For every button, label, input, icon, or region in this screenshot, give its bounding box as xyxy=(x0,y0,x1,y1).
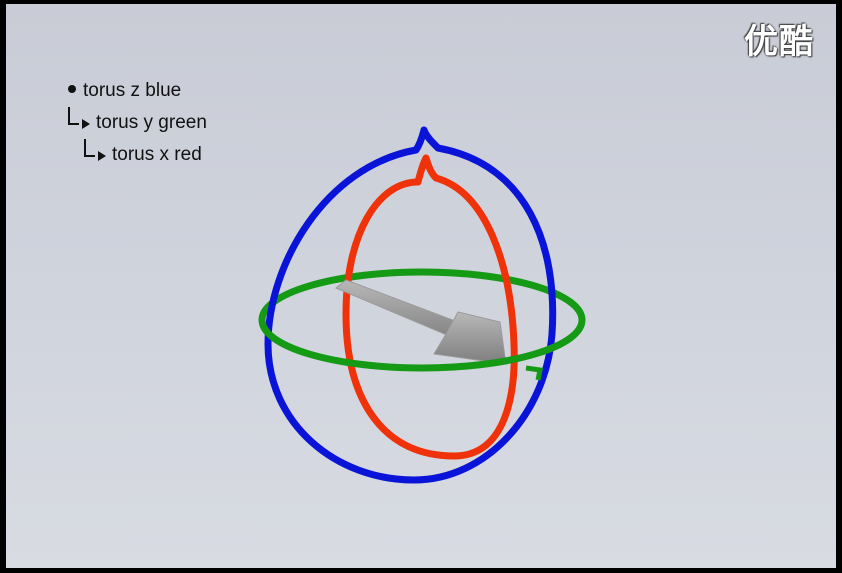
hierarchy-row-torus-x: torus x red xyxy=(68,138,207,174)
child-arrow-icon xyxy=(82,118,90,129)
arrow-head xyxy=(433,311,507,365)
torus-x-red xyxy=(342,154,518,460)
child-connector-icon xyxy=(68,106,79,125)
object-hierarchy: torus z blue torus y green torus x red xyxy=(68,78,207,174)
child-connector-icon xyxy=(84,138,95,157)
torus-y-green-front xyxy=(258,319,586,372)
youku-watermark-logo: 优酷 xyxy=(744,22,814,62)
hierarchy-row-torus-y: torus y green xyxy=(68,106,207,142)
root-bullet-icon xyxy=(68,84,76,93)
gimbal-scene xyxy=(258,126,586,484)
hierarchy-label-torus-z: torus z blue xyxy=(83,80,182,101)
torus-z-blue xyxy=(264,126,557,484)
grey-arrow-object xyxy=(335,279,507,365)
hierarchy-label-torus-x: torus x red xyxy=(112,144,202,165)
hierarchy-label-torus-y: torus y green xyxy=(96,112,207,133)
hierarchy-row-torus-z: torus z blue xyxy=(68,78,207,110)
torus-y-green-back xyxy=(258,268,586,321)
torus-y-notch xyxy=(525,365,543,381)
render-viewport: 优酷 torus z blue torus y green torus x re… xyxy=(6,4,836,568)
child-arrow-icon xyxy=(98,150,106,161)
